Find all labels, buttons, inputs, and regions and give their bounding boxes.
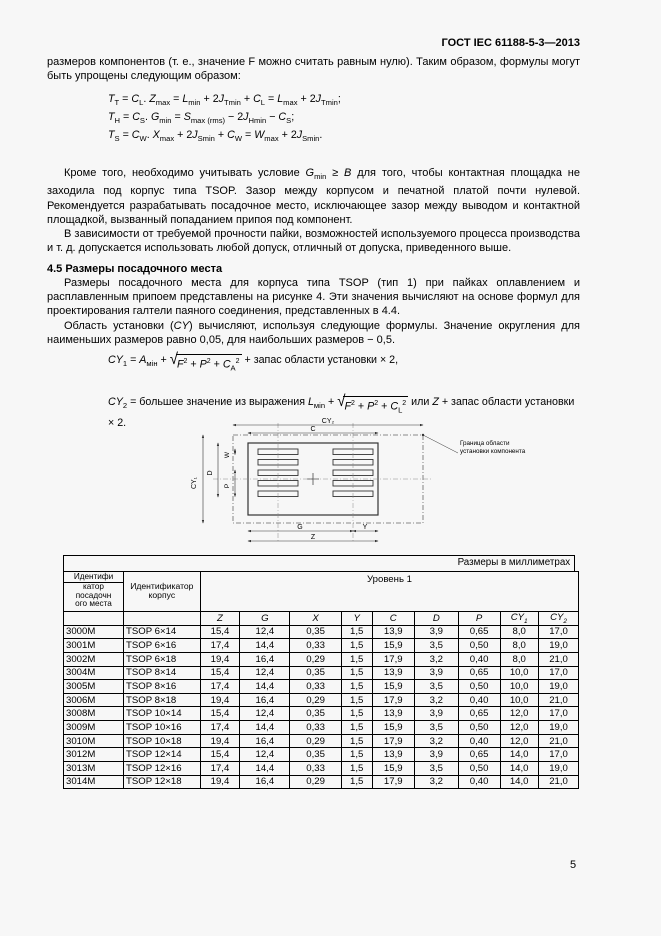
svg-text:CY₂: CY₂ (322, 418, 335, 425)
svg-text:Граница области: Граница области (460, 439, 510, 447)
svg-text:Z: Z (311, 534, 316, 541)
svg-text:CY₁: CY₁ (191, 476, 198, 489)
svg-text:D: D (207, 470, 214, 475)
svg-text:Y: Y (363, 524, 368, 531)
svg-text:C: C (310, 426, 315, 433)
svg-text:G: G (297, 524, 302, 531)
svg-text:установки компонента: установки компонента (460, 448, 526, 455)
svg-text:W: W (224, 451, 231, 458)
svg-text:P: P (224, 484, 231, 488)
